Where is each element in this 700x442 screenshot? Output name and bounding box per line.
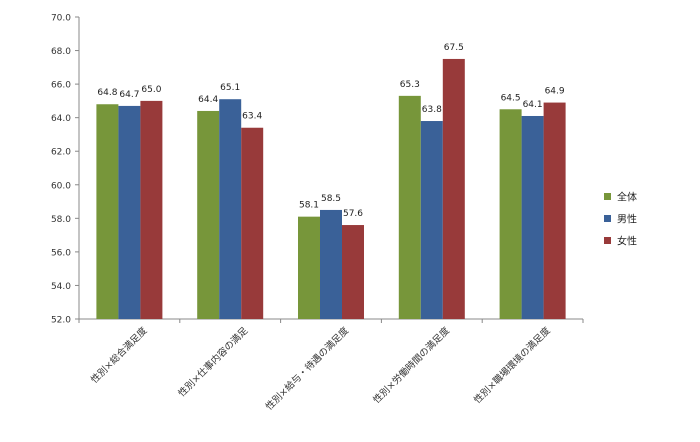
category-label: 性別×仕事内容の満足 bbox=[176, 324, 251, 399]
data-label: 64.5 bbox=[501, 93, 521, 103]
bar bbox=[140, 100, 163, 319]
legend-label: 全体 bbox=[617, 191, 637, 204]
y-tick-label: 58.0 bbox=[51, 215, 71, 225]
legend-label: 女性 bbox=[617, 235, 637, 248]
data-label: 67.5 bbox=[444, 43, 464, 53]
bar bbox=[320, 209, 342, 319]
legend-swatch bbox=[604, 237, 611, 244]
bar bbox=[499, 109, 522, 320]
data-label: 63.4 bbox=[242, 112, 262, 122]
bar bbox=[521, 115, 544, 319]
bars-group bbox=[96, 58, 566, 320]
data-label: 63.8 bbox=[422, 105, 442, 115]
y-tick-label: 56.0 bbox=[51, 248, 71, 258]
data-label: 65.3 bbox=[400, 80, 420, 90]
y-tick-label: 52.0 bbox=[51, 316, 71, 326]
data-label: 58.5 bbox=[321, 194, 341, 204]
category-label: 性別×労働時間の満足度 bbox=[371, 324, 453, 406]
y-tick-label: 64.0 bbox=[51, 114, 71, 124]
bar bbox=[398, 95, 421, 319]
bar bbox=[118, 105, 141, 319]
legend-label: 男性 bbox=[617, 213, 637, 226]
category-label: 性別×総合満足度 bbox=[88, 324, 149, 385]
bar bbox=[342, 225, 364, 319]
data-label: 64.9 bbox=[545, 87, 565, 97]
bar bbox=[420, 121, 443, 320]
bar bbox=[96, 104, 119, 319]
category-label: 性別×給与・待遇の満足度 bbox=[263, 324, 351, 412]
data-label: 64.4 bbox=[198, 95, 218, 105]
legend-swatch bbox=[604, 193, 611, 200]
y-tick-label: 60.0 bbox=[51, 181, 71, 191]
data-label: 64.8 bbox=[97, 88, 117, 98]
category-labels-group: 性別×総合満足度 性別×仕事内容の満足 性別×給与・待遇の満足度 性別×労働時間の満足… bbox=[88, 324, 553, 412]
data-label: 64.7 bbox=[119, 90, 139, 100]
legend-swatch bbox=[604, 215, 611, 222]
y-tick-label: 54.0 bbox=[51, 282, 71, 292]
bar bbox=[219, 99, 242, 319]
y-tick-label: 62.0 bbox=[51, 148, 71, 158]
y-tick-label: 68.0 bbox=[51, 47, 71, 57]
data-label: 64.1 bbox=[523, 100, 543, 110]
category-label: 性別×職場環境の満足度 bbox=[471, 324, 553, 406]
bar bbox=[197, 110, 220, 319]
bar bbox=[543, 102, 566, 319]
y-tick-label: 66.0 bbox=[51, 81, 71, 91]
data-label: 65.0 bbox=[141, 85, 161, 95]
data-label: 65.1 bbox=[220, 83, 240, 93]
bar bbox=[298, 216, 320, 319]
bar bbox=[442, 58, 465, 319]
y-tick-label: 70.0 bbox=[51, 14, 71, 24]
data-labels-group: 64.8 64.765.0 64.465.1 63.4 58.158.557.6 65.3… bbox=[97, 43, 565, 219]
data-label: 58.1 bbox=[299, 201, 319, 211]
data-label: 57.6 bbox=[343, 209, 363, 219]
bar bbox=[241, 127, 264, 319]
